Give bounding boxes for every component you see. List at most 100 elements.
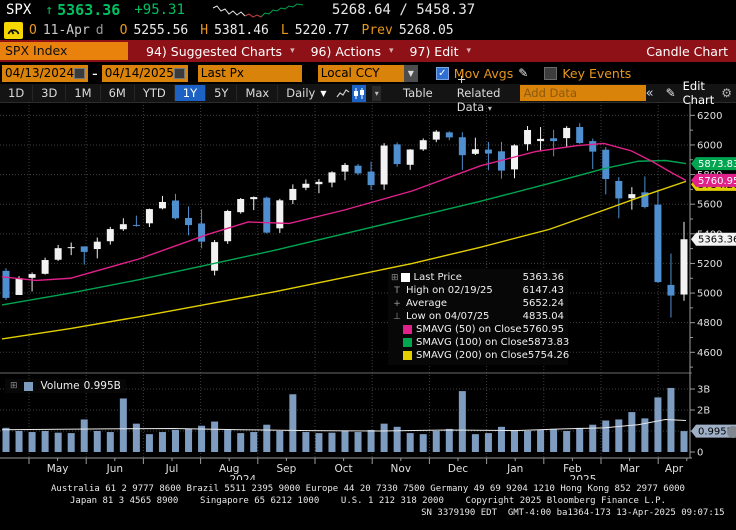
- volume-value: 0.995B: [83, 380, 121, 392]
- range-5y-button[interactable]: 5Y: [206, 85, 238, 101]
- volume-legend[interactable]: ⊞ Volume 0.995B: [5, 379, 126, 393]
- calendar-icon[interactable]: [173, 67, 185, 79]
- volume-bar: [419, 434, 427, 452]
- volume-axis-badge-text: 0.995B: [698, 427, 734, 438]
- chevron-down-icon[interactable]: ▾: [290, 46, 295, 56]
- legend-row-last-price: ⊞ Last Price 5363.36: [391, 271, 564, 284]
- chart-legend[interactable]: ⊞ Last Price 5363.36 T High on 02/19/25 …: [388, 269, 569, 365]
- range-1m-button[interactable]: 1M: [66, 85, 101, 101]
- volume-bar: [15, 431, 23, 452]
- legend-label: Low on 04/07/25: [406, 311, 490, 322]
- vol-tick-label: 2B: [697, 406, 710, 417]
- legend-label: High on 02/19/25: [406, 285, 493, 296]
- candle-body: [132, 224, 140, 226]
- volume-axis-badge-bg: [691, 424, 736, 438]
- edit-mov-avgs-pencil-icon[interactable]: ✎: [518, 66, 529, 80]
- price-axis-badge-text: 5363.36: [698, 235, 736, 246]
- date-from-input[interactable]: 04/13/2024: [2, 64, 88, 82]
- volume-bar: [563, 431, 571, 452]
- range-ytd-button[interactable]: YTD: [135, 85, 175, 101]
- volume-bar: [93, 431, 101, 452]
- footer-contact-line2: Japan 81 3 4565 8900 Singapore 65 6212 1…: [69, 496, 667, 506]
- chevron-down-icon[interactable]: ▾: [466, 46, 472, 56]
- volume-bar: [654, 397, 662, 452]
- y-tick-label: 6000: [697, 140, 722, 151]
- candle-body: [667, 284, 675, 296]
- candle-chart-icon[interactable]: [352, 84, 367, 102]
- scrollbar-thumb[interactable]: [727, 426, 736, 438]
- quote-date: 11-Apr: [42, 22, 90, 38]
- month-label: Oct: [335, 463, 353, 475]
- candle-body: [276, 200, 284, 229]
- range-1y-button[interactable]: 1Y: [174, 85, 207, 101]
- candle-chart-canvas[interactable]: 46004800500052005400560058006000620001B2…: [0, 102, 736, 480]
- candle-body: [406, 149, 414, 165]
- edit-chart-pencil-icon[interactable]: ✎: [665, 86, 676, 100]
- candle-body: [80, 246, 88, 252]
- price-axis-badge-bg: [691, 173, 736, 187]
- legend-row-smavg100: SMAVG (100) on Close 5873.83: [391, 336, 569, 349]
- candle-body: [263, 197, 271, 233]
- menu-suggested-charts[interactable]: 94) Suggested Charts: [146, 43, 283, 59]
- legend-expander-icon[interactable]: ⊞: [391, 272, 399, 283]
- candle-body: [641, 192, 649, 208]
- price-axis-badge-bg: [691, 157, 736, 171]
- menu-actions[interactable]: 96) Actions: [310, 43, 382, 59]
- footer-session-info: SN 3379190 EDT GMT-4:00 ba1364-173 13-Ap…: [421, 508, 730, 518]
- currency-dropdown-caret[interactable]: ▼: [403, 64, 418, 82]
- chart-type-caret[interactable]: ▾: [372, 85, 381, 101]
- legend-value: 6147.43: [522, 285, 564, 296]
- candle-body: [628, 194, 636, 199]
- edit-chart-button[interactable]: Edit Chart: [682, 79, 715, 107]
- candle-body: [458, 137, 466, 156]
- collapse-icon[interactable]: «: [645, 85, 654, 101]
- add-data-input[interactable]: [519, 85, 646, 101]
- volume-bar: [263, 424, 271, 452]
- range-1d-button[interactable]: 1D: [0, 85, 34, 101]
- open-label: O: [119, 22, 128, 38]
- y-tick-label: 4800: [697, 318, 722, 329]
- volume-bar: [28, 432, 36, 452]
- mov-avgs-checkbox[interactable]: ✓: [435, 66, 449, 80]
- volume-bar: [106, 432, 114, 452]
- security-field[interactable]: SPX Index: [0, 42, 128, 60]
- average-marker-icon: +: [393, 298, 401, 309]
- mov-avgs-label: Mov Avgs: [453, 65, 514, 81]
- date-from-value: 04/13/2024: [5, 66, 75, 80]
- gear-icon[interactable]: ⚙: [721, 86, 732, 100]
- table-button[interactable]: Table: [402, 86, 433, 100]
- key-events-label: Key Events: [562, 65, 632, 81]
- volume-bar: [80, 419, 88, 452]
- gauge-icon[interactable]: [4, 21, 23, 39]
- key-events-checkbox[interactable]: [544, 66, 558, 80]
- volume-bar: [54, 432, 62, 452]
- sparkline-red-segment: [244, 13, 262, 18]
- range-6m-button[interactable]: 6M: [101, 85, 135, 101]
- related-data-button[interactable]: + Related Data ▾: [457, 72, 508, 114]
- legend-expander-icon[interactable]: ⊞: [10, 381, 18, 391]
- sparkline-white-segment: [212, 5, 246, 17]
- line-chart-icon[interactable]: [336, 85, 350, 102]
- calendar-icon[interactable]: [74, 67, 85, 79]
- ticker-symbol: SPX: [6, 2, 32, 18]
- volume-bar: [550, 428, 558, 452]
- ma100-line: [1, 159, 687, 306]
- sparkline-green-segment: [260, 3, 304, 18]
- price-source-select[interactable]: Last Px: [197, 64, 302, 82]
- volume-bar: [276, 431, 284, 452]
- frequency-select[interactable]: Daily ▼: [278, 85, 334, 101]
- month-label: Feb: [563, 463, 582, 475]
- date-to-input[interactable]: 04/14/2025: [101, 64, 188, 82]
- chevron-down-icon[interactable]: ▾: [389, 46, 394, 56]
- range-3d-button[interactable]: 3D: [33, 85, 67, 101]
- price-change: +95.31: [134, 2, 185, 18]
- range-max-button[interactable]: Max: [237, 85, 279, 101]
- candle-body: [602, 149, 610, 180]
- candle-body: [158, 201, 166, 209]
- menu-edit[interactable]: 97) Edit: [409, 43, 459, 59]
- volume-bar: [458, 391, 466, 452]
- candle-body: [15, 278, 23, 295]
- currency-select[interactable]: Local CCY: [317, 64, 404, 82]
- day-range: 5268.64 / 5458.37: [331, 2, 476, 18]
